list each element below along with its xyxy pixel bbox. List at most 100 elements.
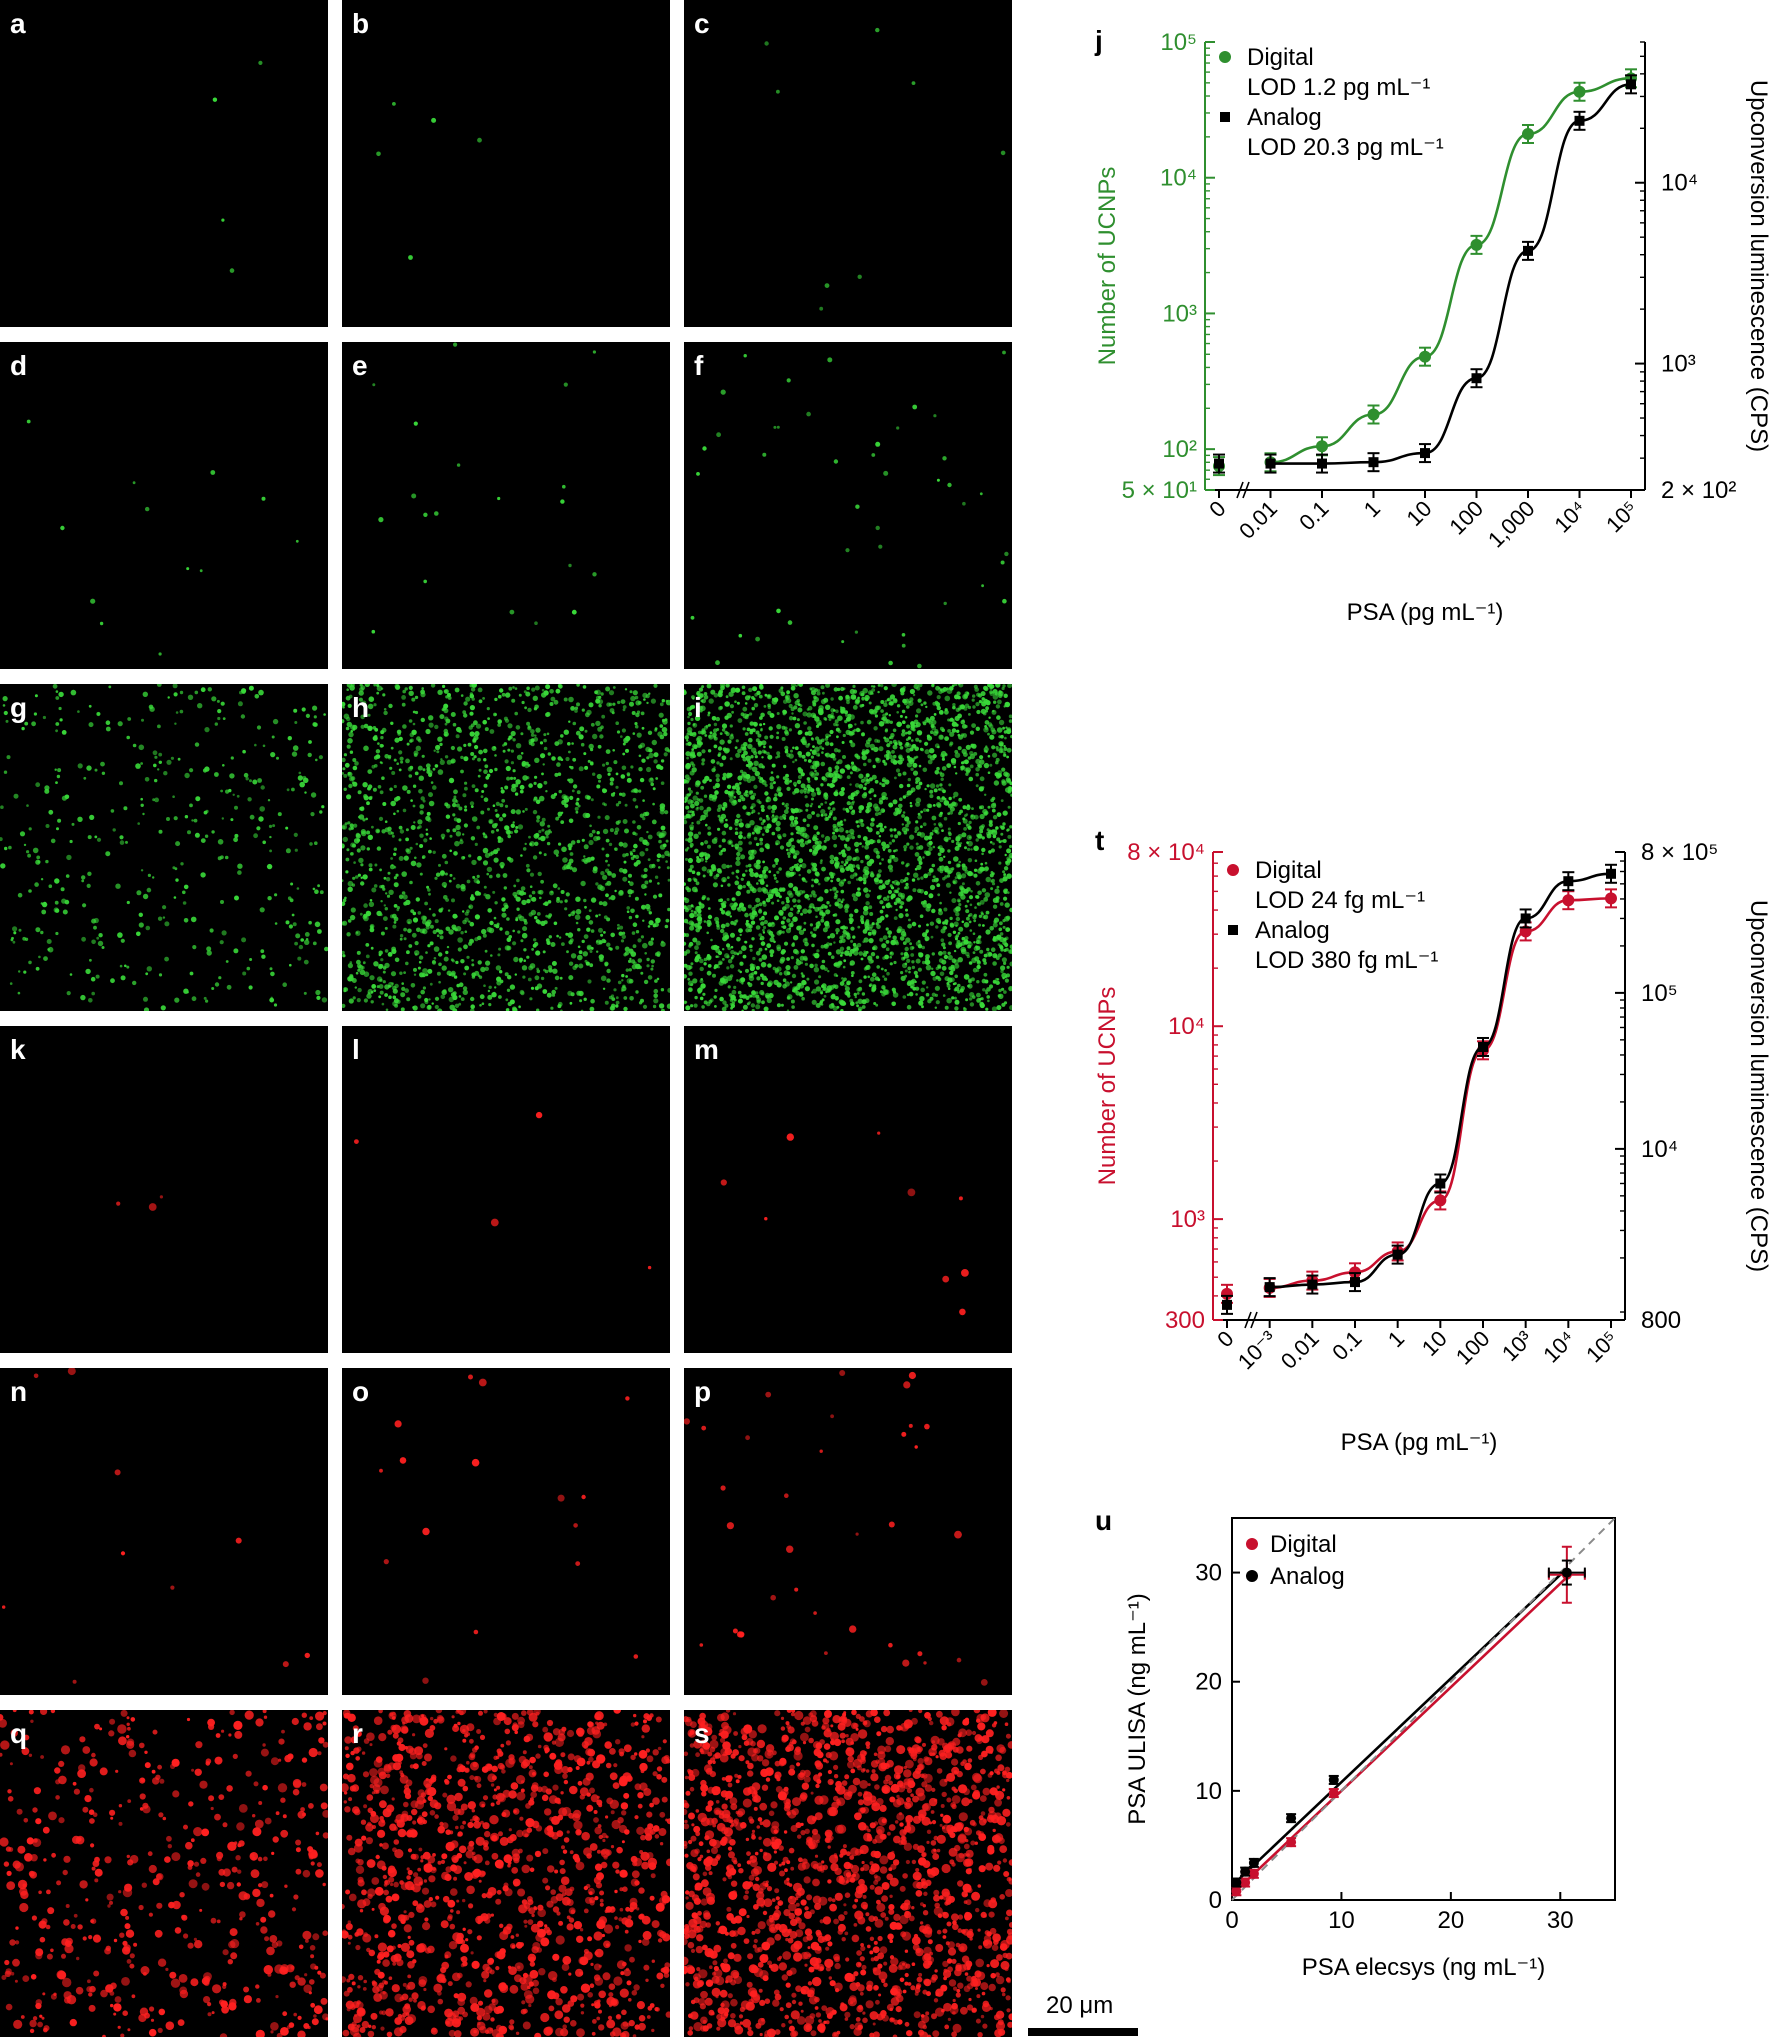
particle-dot [881, 943, 887, 949]
particle-dot [910, 953, 915, 957]
particle-dot [684, 764, 691, 770]
particle-dot [688, 711, 693, 717]
particle-dot [611, 711, 615, 715]
particle-dot [930, 730, 934, 734]
particle-dot [368, 696, 375, 702]
particle-dot [567, 932, 574, 938]
particle-dot [270, 971, 275, 977]
particle-dot [738, 834, 743, 840]
particle-dot [568, 961, 574, 966]
particle-dot [477, 855, 482, 861]
particle-dot [840, 849, 846, 855]
particle-dot [524, 706, 527, 710]
particle-dot [463, 756, 469, 762]
particle-dot [974, 687, 979, 692]
particle-dot [997, 994, 1001, 998]
particle-dot [722, 772, 727, 777]
particle-dot [915, 714, 919, 718]
particle-dot [719, 819, 724, 824]
particle-dot [434, 996, 440, 1001]
particle-dot [595, 720, 601, 727]
particle-dot [961, 882, 965, 886]
particle-dot [755, 842, 760, 847]
particle-dot [421, 754, 425, 758]
particle-dot [950, 977, 955, 983]
particle-dot [816, 844, 822, 850]
particle-dot [845, 932, 849, 936]
particle-dot [664, 924, 669, 929]
particle-dot [846, 801, 851, 806]
particle-dot [852, 684, 856, 688]
particle-dot [476, 874, 480, 878]
particle-dot [735, 869, 740, 874]
particle-dot [456, 463, 461, 467]
particle-dot [614, 889, 617, 893]
particle-dot [572, 757, 577, 762]
particle-dot [790, 832, 794, 836]
particle-dot [444, 689, 449, 694]
particle-dot [926, 808, 930, 812]
particle-dot [399, 829, 405, 834]
particle-dot [463, 701, 468, 706]
particle-dot [739, 831, 743, 835]
particle-dot [450, 992, 456, 998]
particle-dot [636, 859, 641, 865]
particle-dot [589, 1006, 595, 1011]
particle-dot [825, 816, 830, 821]
particle-dot [496, 922, 500, 926]
particle-dot [489, 874, 493, 879]
particle-dot [510, 831, 514, 834]
particle-dot [543, 733, 547, 737]
particle-dot [205, 809, 209, 813]
particle-dot [685, 742, 689, 746]
particle-dot [618, 841, 624, 847]
particle-dot [391, 946, 396, 952]
particle-dot [549, 890, 554, 896]
particle-dot [411, 697, 416, 702]
particle-dot [535, 919, 540, 924]
particle-dot [755, 872, 759, 876]
particle-dot [941, 965, 947, 971]
particle-dot [175, 878, 179, 882]
particle-dot [578, 963, 584, 969]
particle-dot [694, 951, 698, 955]
particle-dot [716, 808, 721, 812]
particle-dot [497, 837, 504, 843]
particle-dot [299, 781, 306, 788]
particle-dot [445, 803, 451, 809]
particle-dot [926, 923, 929, 927]
particle-dot [342, 954, 346, 958]
particle-dot [651, 864, 656, 869]
particle-dot [987, 805, 991, 809]
particle-dot [933, 788, 938, 793]
particle-dot [861, 732, 865, 737]
particle-dot [212, 97, 218, 102]
particle-dot [623, 1006, 628, 1011]
particle-dot [500, 789, 505, 794]
particle-dot [825, 772, 831, 778]
particle-dot [991, 745, 996, 750]
particle-dot [954, 752, 961, 758]
particle-dot [419, 804, 425, 809]
particle-dot [766, 891, 771, 896]
particle-dot [979, 829, 984, 834]
particle-dot [533, 796, 538, 801]
particle-dot [1004, 975, 1008, 979]
particle-dot [899, 797, 903, 802]
particle-dot [219, 940, 224, 945]
particle-dot [352, 996, 356, 1000]
particle-dot [854, 908, 859, 914]
particle-dot [452, 828, 457, 833]
particle-dot [1003, 747, 1008, 751]
particle-dot [216, 699, 220, 703]
particle-dot [977, 959, 981, 964]
particle-dot [824, 835, 831, 842]
particle-dot [428, 907, 432, 911]
particle-dot [458, 995, 462, 998]
particle-dot [547, 824, 551, 828]
particle-dot [726, 898, 730, 901]
particle-dot [434, 876, 438, 880]
particle-dot [661, 830, 667, 837]
particle-dot [542, 763, 545, 766]
particle-dot [627, 773, 630, 777]
